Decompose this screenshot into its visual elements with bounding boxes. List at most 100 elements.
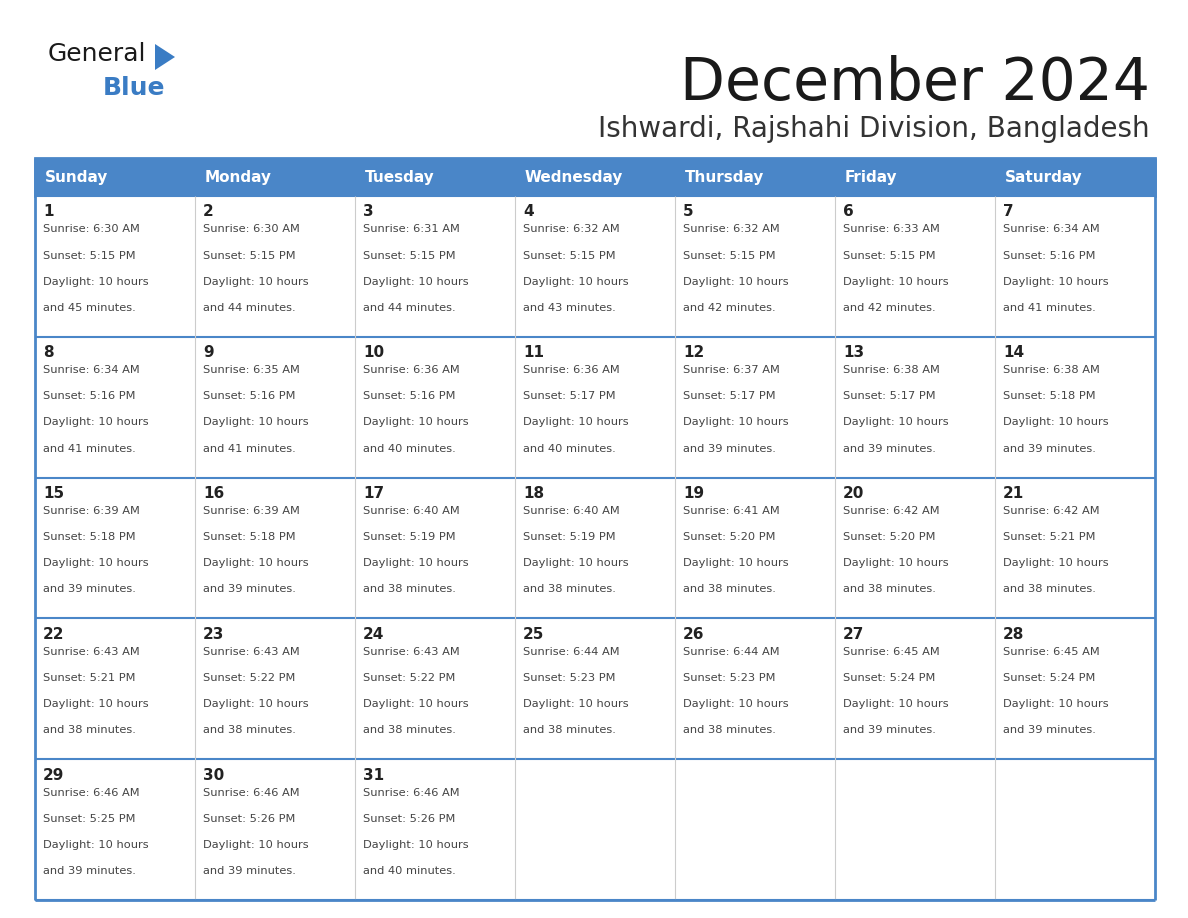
Text: Sunrise: 6:44 AM: Sunrise: 6:44 AM [683, 647, 779, 657]
Text: and 38 minutes.: and 38 minutes. [523, 585, 615, 594]
Text: Sunrise: 6:41 AM: Sunrise: 6:41 AM [683, 506, 779, 516]
Bar [835, 196, 996, 337]
Text: and 39 minutes.: and 39 minutes. [43, 866, 135, 876]
Text: Daylight: 10 hours: Daylight: 10 hours [43, 699, 148, 709]
Bar [516, 619, 675, 759]
Text: Sunset: 5:16 PM: Sunset: 5:16 PM [43, 391, 135, 401]
Text: 24: 24 [364, 627, 385, 642]
Bar [195, 759, 355, 900]
Text: Daylight: 10 hours: Daylight: 10 hours [203, 276, 309, 286]
Bar [996, 158, 1155, 196]
Text: 9: 9 [203, 345, 214, 360]
Text: Sunset: 5:21 PM: Sunset: 5:21 PM [43, 673, 135, 683]
Bar [195, 337, 355, 477]
Bar [996, 337, 1155, 477]
Text: Daylight: 10 hours: Daylight: 10 hours [683, 558, 789, 568]
Text: and 38 minutes.: and 38 minutes. [43, 725, 135, 735]
Bar [516, 158, 675, 196]
Bar [516, 196, 675, 337]
Text: 4: 4 [523, 205, 533, 219]
Bar [675, 759, 835, 900]
Text: 17: 17 [364, 486, 384, 501]
Text: December 2024: December 2024 [680, 55, 1150, 112]
Text: Sunset: 5:24 PM: Sunset: 5:24 PM [843, 673, 935, 683]
Text: and 39 minutes.: and 39 minutes. [203, 866, 296, 876]
Text: Sunrise: 6:38 AM: Sunrise: 6:38 AM [1003, 365, 1100, 375]
Text: Sunset: 5:20 PM: Sunset: 5:20 PM [683, 532, 776, 543]
Polygon shape [154, 44, 175, 70]
Text: and 39 minutes.: and 39 minutes. [43, 585, 135, 594]
Text: Sunrise: 6:46 AM: Sunrise: 6:46 AM [43, 788, 140, 798]
Text: Daylight: 10 hours: Daylight: 10 hours [683, 276, 789, 286]
Text: 20: 20 [843, 486, 865, 501]
Bar [34, 477, 195, 619]
Bar [675, 158, 835, 196]
Text: Sunrise: 6:36 AM: Sunrise: 6:36 AM [523, 365, 620, 375]
Text: 2: 2 [203, 205, 214, 219]
Text: Sunrise: 6:37 AM: Sunrise: 6:37 AM [683, 365, 779, 375]
Text: and 44 minutes.: and 44 minutes. [203, 303, 296, 313]
Text: Sunset: 5:23 PM: Sunset: 5:23 PM [683, 673, 776, 683]
Text: and 45 minutes.: and 45 minutes. [43, 303, 135, 313]
Bar [355, 158, 516, 196]
Text: 14: 14 [1003, 345, 1024, 360]
Bar [355, 477, 516, 619]
Bar [516, 759, 675, 900]
Text: Tuesday: Tuesday [365, 170, 435, 185]
Text: 10: 10 [364, 345, 384, 360]
Text: 11: 11 [523, 345, 544, 360]
Text: Wednesday: Wednesday [525, 170, 623, 185]
Bar [996, 196, 1155, 337]
Text: General: General [48, 42, 146, 66]
Text: Daylight: 10 hours: Daylight: 10 hours [364, 558, 468, 568]
Text: Sunset: 5:15 PM: Sunset: 5:15 PM [203, 251, 296, 261]
Text: Daylight: 10 hours: Daylight: 10 hours [523, 699, 628, 709]
Bar [675, 619, 835, 759]
Text: Daylight: 10 hours: Daylight: 10 hours [364, 276, 468, 286]
Text: 29: 29 [43, 767, 64, 783]
Text: 13: 13 [843, 345, 864, 360]
Bar [996, 619, 1155, 759]
Text: Sunset: 5:18 PM: Sunset: 5:18 PM [1003, 391, 1095, 401]
Text: and 39 minutes.: and 39 minutes. [1003, 725, 1095, 735]
Text: Sunrise: 6:43 AM: Sunrise: 6:43 AM [203, 647, 299, 657]
Text: Monday: Monday [204, 170, 272, 185]
Text: Sunset: 5:15 PM: Sunset: 5:15 PM [523, 251, 615, 261]
Text: Sunrise: 6:40 AM: Sunrise: 6:40 AM [523, 506, 620, 516]
Text: and 38 minutes.: and 38 minutes. [364, 725, 456, 735]
Text: and 39 minutes.: and 39 minutes. [843, 725, 936, 735]
Text: Saturday: Saturday [1005, 170, 1082, 185]
Text: Daylight: 10 hours: Daylight: 10 hours [1003, 276, 1108, 286]
Text: Daylight: 10 hours: Daylight: 10 hours [364, 418, 468, 428]
Text: 19: 19 [683, 486, 704, 501]
Text: and 38 minutes.: and 38 minutes. [843, 585, 936, 594]
Text: Daylight: 10 hours: Daylight: 10 hours [1003, 558, 1108, 568]
Text: Daylight: 10 hours: Daylight: 10 hours [43, 558, 148, 568]
Text: Daylight: 10 hours: Daylight: 10 hours [1003, 418, 1108, 428]
Text: Sunrise: 6:36 AM: Sunrise: 6:36 AM [364, 365, 460, 375]
Text: Sunset: 5:22 PM: Sunset: 5:22 PM [364, 673, 455, 683]
Text: Sunrise: 6:34 AM: Sunrise: 6:34 AM [1003, 224, 1100, 234]
Bar [675, 337, 835, 477]
Text: Thursday: Thursday [684, 170, 764, 185]
Text: Sunset: 5:26 PM: Sunset: 5:26 PM [203, 813, 296, 823]
Text: 16: 16 [203, 486, 225, 501]
Text: Daylight: 10 hours: Daylight: 10 hours [203, 699, 309, 709]
Text: 8: 8 [43, 345, 53, 360]
Text: Sunrise: 6:32 AM: Sunrise: 6:32 AM [523, 224, 620, 234]
Bar [34, 158, 195, 196]
Text: Sunrise: 6:42 AM: Sunrise: 6:42 AM [843, 506, 940, 516]
Text: Sunrise: 6:32 AM: Sunrise: 6:32 AM [683, 224, 779, 234]
Text: Sunset: 5:19 PM: Sunset: 5:19 PM [523, 532, 615, 543]
Text: Sunset: 5:25 PM: Sunset: 5:25 PM [43, 813, 135, 823]
Text: Sunset: 5:16 PM: Sunset: 5:16 PM [364, 391, 455, 401]
Text: Sunrise: 6:43 AM: Sunrise: 6:43 AM [364, 647, 460, 657]
Text: 6: 6 [843, 205, 854, 219]
Text: 27: 27 [843, 627, 865, 642]
Text: Daylight: 10 hours: Daylight: 10 hours [203, 418, 309, 428]
Text: 18: 18 [523, 486, 544, 501]
Text: Sunrise: 6:46 AM: Sunrise: 6:46 AM [364, 788, 460, 798]
Bar [835, 619, 996, 759]
Bar [195, 619, 355, 759]
Text: 21: 21 [1003, 486, 1024, 501]
